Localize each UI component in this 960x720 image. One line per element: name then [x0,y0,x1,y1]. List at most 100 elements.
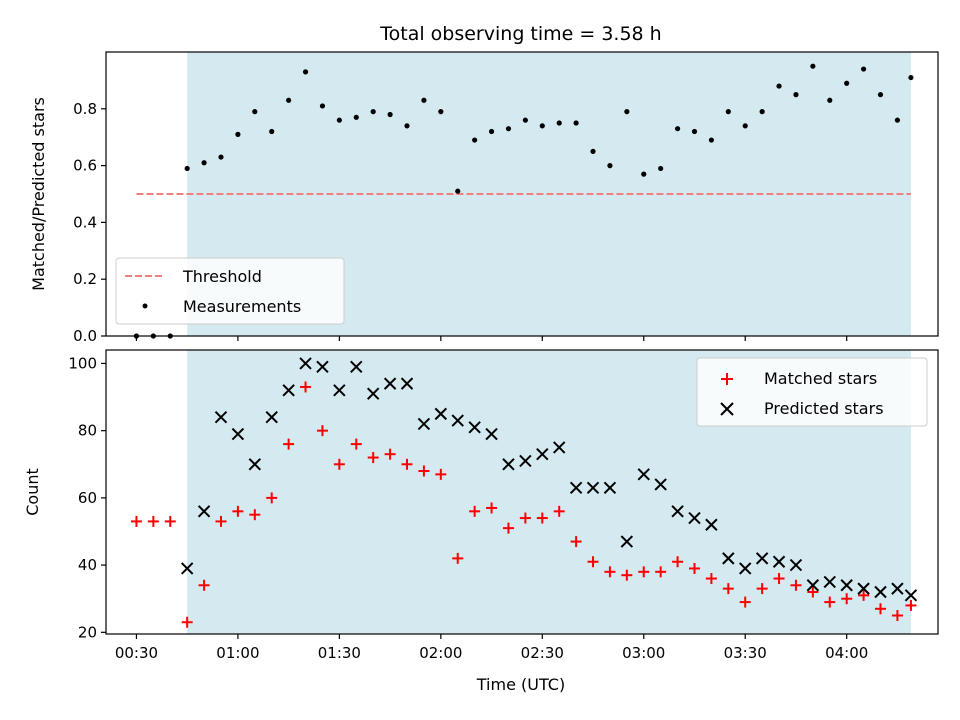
matched-star-point [519,512,531,524]
predicted-star-point [383,377,397,390]
matched-star-point [638,566,650,578]
matched-star-point [858,589,870,601]
measurement-point [624,109,630,115]
predicted-star-point [772,555,786,568]
measurement-point [302,69,309,75]
y-tick-label: 0.0 [73,327,97,345]
matched-star-point [130,515,142,527]
predicted-star-point [705,518,718,531]
top-panel: 0.00.20.40.60.8 Matched/Predicted stars … [29,51,939,345]
x-tick-label: 04:00 [825,644,868,662]
y-tick-label: 40 [78,556,97,574]
predicted-star-point [282,384,295,397]
measurement-point [844,80,850,86]
top-y-axis-label: Matched/Predicted stars [29,97,48,291]
matched-star-point [655,566,667,578]
matched-star-point [790,579,802,591]
matched-star-point [181,616,193,628]
x-tick-label: 00:30 [115,644,158,662]
x-tick-label: 03:00 [622,644,665,662]
matched-star-point [672,556,684,568]
predicted-star-point [468,421,481,434]
measurement-point [641,171,647,177]
predicted-star-point [552,441,566,454]
predicted-star-point [620,535,634,548]
matched-star-point [536,512,548,524]
matched-star-point [688,562,700,574]
predicted-star-point [366,387,380,400]
bottom-panel: 20 40 60 80 100 00:30 01:00 01:30 02:00 02:30 03:… [23,349,939,694]
predicted-star-point [265,411,278,424]
measurement-point [708,137,714,143]
measurement-point [387,111,393,118]
predicted-star-point [400,377,414,390]
measurement-point [590,148,596,154]
x-tick-label: 02:00 [419,644,462,662]
matched-star-point [333,458,345,470]
measurement-point [455,188,461,194]
x-tick-label: 01:30 [318,644,361,662]
predicted-star-point [333,384,346,397]
measurement-point [235,131,241,137]
matched-star-point [249,509,261,521]
predicted-star-point [197,505,211,518]
matched-star-point [604,566,616,578]
x-tick-label: 01:00 [216,644,259,662]
y-tick-label: 0.6 [73,157,97,175]
legend-measurements-label: Measurements [183,297,301,316]
measurement-point [725,109,731,115]
matched-star-point [316,425,328,437]
measurement-point [522,117,528,123]
predicted-star-point [857,582,870,595]
top-legend: Threshold Measurements [115,257,345,325]
matched-star-point [875,603,887,615]
y-tick-label: 80 [78,422,97,440]
predicted-star-point [569,481,583,495]
measurement-point [742,123,748,129]
chart-title: Total observing time = 3.58 h [379,23,661,45]
matched-star-point [502,522,514,534]
matched-star-point [164,515,176,527]
predicted-star-point [485,427,498,441]
predicted-star-point [502,458,515,471]
predicted-star-point [806,579,820,592]
matched-star-point [486,502,498,514]
matched-star-point [401,458,413,470]
measurement-point [353,114,359,120]
predicted-star-point [637,468,650,481]
matched-star-point [435,468,447,480]
x-axis-label: Time (UTC) [476,675,565,694]
measurement-point [776,83,782,89]
predicted-star-point [180,562,194,575]
measurement-point [201,160,207,166]
measurement-point [658,165,664,172]
matched-star-point [587,556,599,568]
matched-star-point [215,515,227,527]
predicted-star-point [654,478,667,491]
matched-star-point [553,505,565,517]
matched-star-point [756,583,768,595]
matched-star-point [905,599,917,611]
matched-star-point [198,579,210,591]
bottom-panel-frame [105,349,939,635]
measurement-point [810,63,816,69]
bottom-y-axis-label: Count [23,468,42,516]
legend-matched-label: Matched stars [764,369,877,388]
matched-star-point [705,573,717,585]
measurement-point [607,163,613,169]
predicted-star-point [671,505,684,518]
matched-star-point [722,583,734,595]
matched-star-point [418,465,430,477]
predicted-star-point [603,481,617,495]
legend-predicted-swatch [720,402,734,416]
predicted-star-point [536,447,549,461]
matched-star-point [773,573,785,585]
legend-measurements-swatch [142,303,148,309]
matched-star-point [621,569,633,581]
predicted-star-point [434,407,448,421]
measurement-point [472,137,478,143]
y-tick-label: 0.8 [73,100,97,118]
matched-star-point [300,381,312,393]
measurement-point [336,117,342,123]
